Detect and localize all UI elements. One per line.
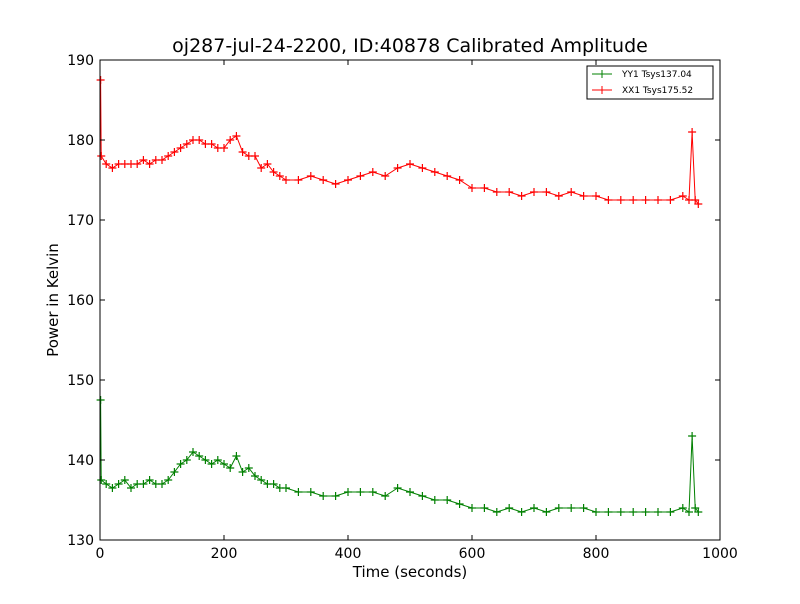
- chart-title: oj287-jul-24-2200, ID:40878 Calibrated A…: [172, 35, 648, 57]
- x-tick-label: 1000: [702, 546, 738, 562]
- y-tick-label: 190: [67, 53, 94, 69]
- x-tick-label: 800: [583, 546, 610, 562]
- y-tick-label: 160: [67, 293, 94, 309]
- plot-area: [100, 60, 720, 540]
- y-tick-label: 130: [67, 533, 94, 549]
- chart-svg: 0 200 400 600 800 1000 130 140 150 160 170 180 190 o…: [0, 0, 800, 600]
- x-tick-label: 400: [335, 546, 362, 562]
- legend: YY1 Tsys137.04 XX1 Tsys175.52: [587, 66, 713, 99]
- y-tick-label: 150: [67, 373, 94, 389]
- y-tick-label: 180: [67, 133, 94, 149]
- x-axis-label: Time (seconds): [352, 563, 468, 581]
- legend-label-xx1: XX1 Tsys175.52: [622, 86, 693, 96]
- x-tick-label: 600: [459, 546, 486, 562]
- x-tick-label: 0: [96, 546, 105, 562]
- chart-figure: 0 200 400 600 800 1000 130 140 150 160 170 180 190 o…: [0, 0, 800, 600]
- legend-label-yy1: YY1 Tsys137.04: [621, 70, 692, 80]
- y-tick-label: 170: [67, 213, 94, 229]
- x-tick-label: 200: [211, 546, 238, 562]
- y-axis-label: Power in Kelvin: [44, 243, 62, 357]
- y-tick-label: 140: [67, 453, 94, 469]
